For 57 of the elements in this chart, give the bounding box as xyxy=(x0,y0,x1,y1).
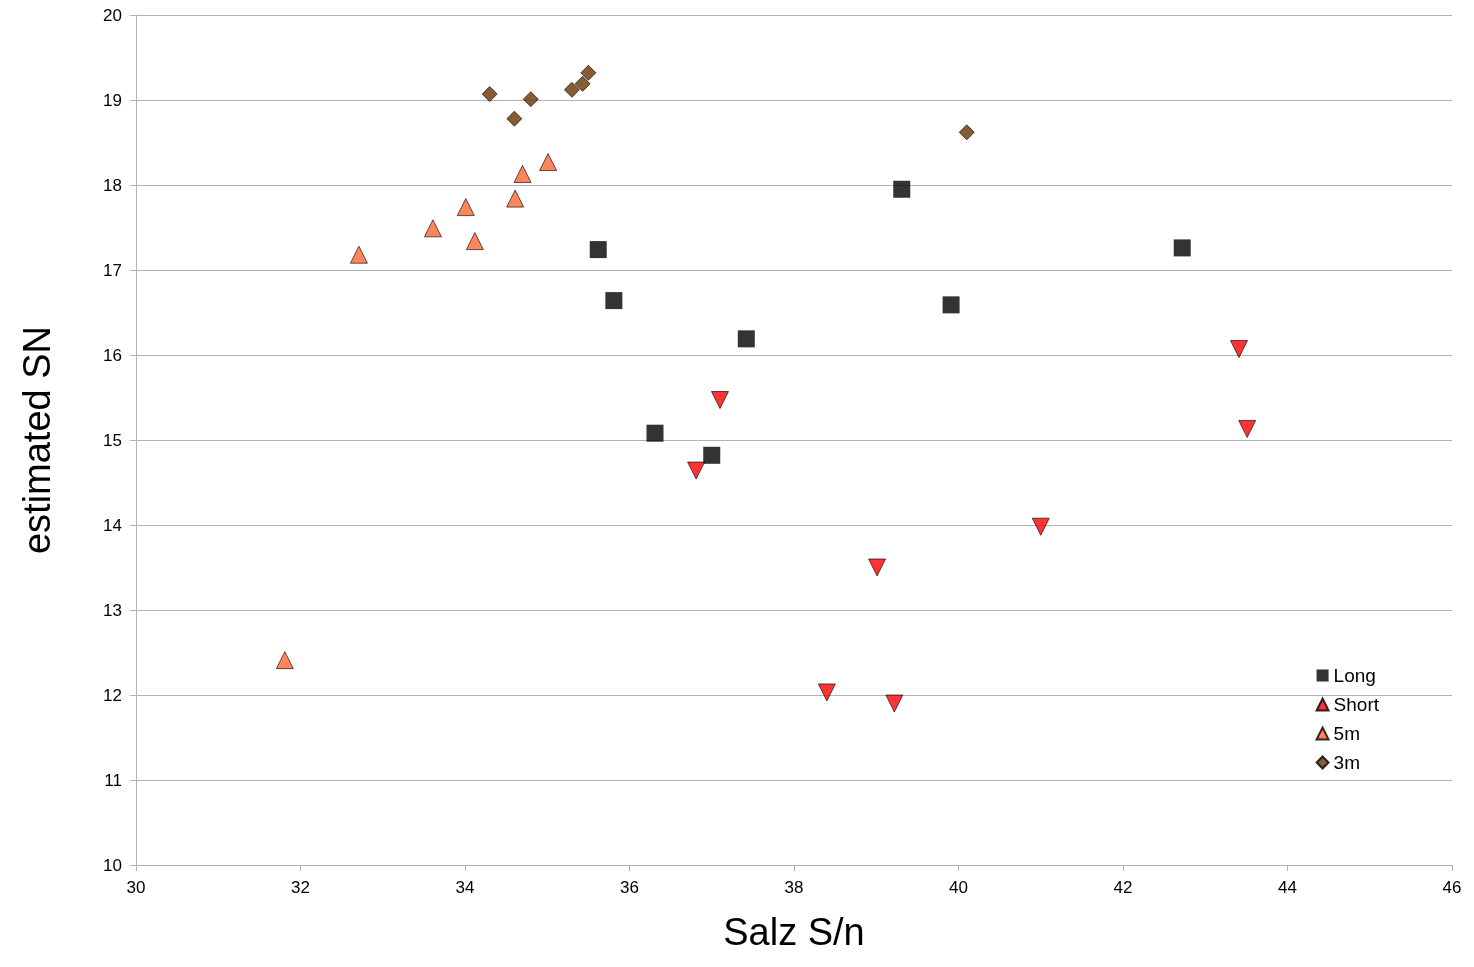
x-tick-label: 30 xyxy=(126,878,146,897)
point xyxy=(580,64,597,81)
point xyxy=(646,424,664,442)
y-tick-label: 15 xyxy=(103,430,122,450)
point xyxy=(687,461,706,480)
point xyxy=(818,683,836,702)
y-tick-label: 13 xyxy=(103,600,122,620)
legend-label: Long xyxy=(1333,665,1376,686)
x-tick-label: 32 xyxy=(291,878,310,897)
point xyxy=(574,75,591,92)
x-tick-label: 38 xyxy=(784,878,804,897)
x-tick-label: 40 xyxy=(949,878,968,897)
point xyxy=(424,219,442,238)
point xyxy=(942,296,960,314)
y-tick-label: 12 xyxy=(103,685,122,705)
point xyxy=(513,165,532,183)
point xyxy=(605,292,623,310)
point xyxy=(1230,340,1248,358)
y-tick-label: 20 xyxy=(103,5,122,25)
point xyxy=(481,86,498,102)
point xyxy=(711,391,729,409)
point xyxy=(539,153,557,171)
x-tick-label: 34 xyxy=(455,878,475,897)
point xyxy=(1031,517,1050,536)
point xyxy=(275,651,294,670)
y-tick-label: 10 xyxy=(103,855,122,875)
point xyxy=(589,241,607,259)
y-tick-label: 17 xyxy=(103,260,122,280)
x-axis-title: Salz S/n xyxy=(723,911,865,953)
legend-label: Short xyxy=(1333,694,1380,715)
y-tick-label: 16 xyxy=(103,345,122,365)
point xyxy=(456,198,475,216)
y-tick-label: 19 xyxy=(103,90,122,110)
point xyxy=(465,232,484,250)
x-tick-label: 46 xyxy=(1442,878,1462,897)
point xyxy=(703,446,721,464)
x-tick-label: 44 xyxy=(1278,878,1297,897)
y-tick-label: 18 xyxy=(103,175,122,195)
x-tick-label: 36 xyxy=(620,878,639,897)
point xyxy=(868,558,886,577)
legend-label: 5m xyxy=(1333,723,1360,744)
y-tick-label: 14 xyxy=(103,515,122,535)
point xyxy=(506,110,523,127)
y-tick-label: 11 xyxy=(104,770,122,790)
point xyxy=(506,189,525,208)
x-tick-label: 42 xyxy=(1113,878,1133,897)
point xyxy=(737,330,755,348)
point xyxy=(885,694,904,713)
legend-label: 3m xyxy=(1333,752,1360,773)
point xyxy=(958,124,975,141)
point xyxy=(350,245,368,264)
point xyxy=(564,81,580,98)
y-axis-title: estimated SN xyxy=(16,325,58,555)
point xyxy=(522,91,539,108)
point xyxy=(1238,420,1257,438)
point xyxy=(1173,239,1191,257)
point xyxy=(893,180,911,198)
